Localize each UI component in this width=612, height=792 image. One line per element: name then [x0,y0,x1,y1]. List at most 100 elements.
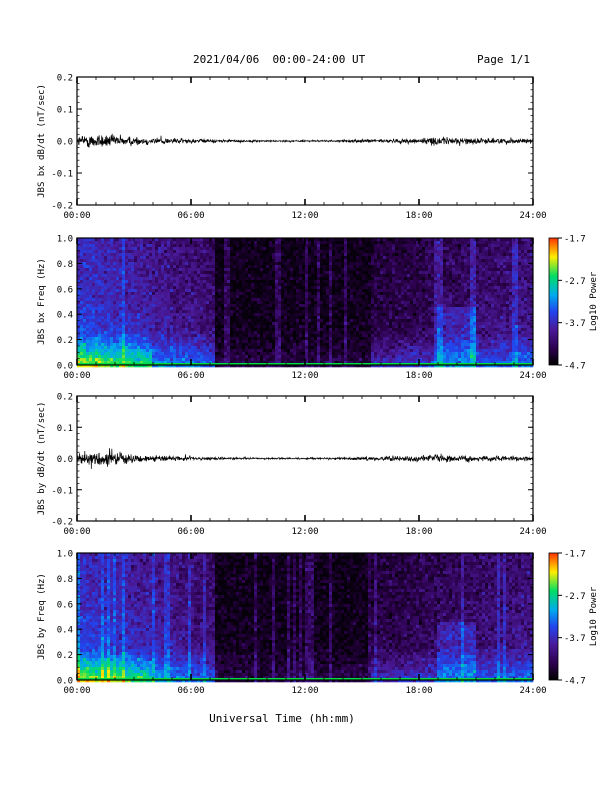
spectrogram-cell [257,262,261,266]
spectrogram-cell [164,316,168,320]
spectrogram-cell [398,277,402,281]
spectrogram-cell [239,343,243,347]
spectrogram-cell [185,325,189,329]
spectrogram-cell [200,364,204,368]
spectrogram-cell [323,241,327,245]
spectrogram-cell [308,295,312,299]
spectrogram-cell [299,364,303,368]
spectrogram-cell [101,322,105,326]
spectrogram-cell [278,283,282,287]
spectrogram-cell [275,283,279,287]
spectrogram-cell [173,316,177,320]
spectrogram-cell [263,292,267,296]
spectrogram-cell [398,286,402,290]
spectrogram-cell [137,322,141,326]
spectrogram-cell [143,289,147,293]
spectrogram-cell [329,319,333,323]
spectrogram-cell [401,310,405,314]
spectrogram-cell [371,295,375,299]
spectrogram-cell [350,301,354,305]
spectrogram-cell [410,283,414,287]
spectrogram-cell [389,283,393,287]
spectrogram-cell [155,310,159,314]
spectrogram-cell [278,337,282,341]
spectrogram-cell [296,277,300,281]
spectrogram-cell [383,355,387,359]
spectrogram-cell [113,241,117,245]
spectrogram-cell [185,292,189,296]
spectrogram-cell [329,283,333,287]
spectrogram-cell [218,244,222,248]
spectrogram-cell [170,271,174,275]
spectrogram-cell [203,238,207,242]
spectrogram-cell [116,310,120,314]
spectrogram-cell [230,256,234,260]
spectrogram-cell [356,343,360,347]
spectrogram-cell [383,307,387,311]
spectrogram-cell [119,271,123,275]
spectrogram-cell [89,271,93,275]
spectrogram-cell [194,295,198,299]
spectrogram-cell [125,259,129,263]
spectrogram-cell [311,346,315,350]
spectrogram-cell [404,304,408,308]
spectrogram-cell [371,274,375,278]
spectrogram-cell [377,358,381,362]
spectrogram-cell [338,244,342,248]
spectrogram-cell [200,265,204,269]
spectrogram-cell [305,268,309,272]
spectrogram-cell [248,280,252,284]
spectrogram-cell [278,346,282,350]
spectrogram-cell [356,280,360,284]
spectrogram-cell [251,310,255,314]
spectrogram-cell [155,259,159,263]
spectrogram-cell [167,361,171,365]
spectrogram-cell [194,274,198,278]
spectrogram-cell [257,319,261,323]
spectrogram-cell [83,313,87,317]
spectrogram-cell [77,295,81,299]
spectrogram-cell [368,316,372,320]
spectrogram-cell [287,319,291,323]
spectrogram-cell [164,304,168,308]
spectrogram-cell [338,322,342,326]
spectrogram-cell [134,307,138,311]
spectrogram-cell [248,277,252,281]
spectrogram-cell [119,346,123,350]
spectrogram-cell [239,247,243,251]
spectrogram-cell [260,244,264,248]
spectrogram-cell [215,325,219,329]
spectrogram-cell [188,256,192,260]
spectrogram-cell [326,343,330,347]
spectrogram-cell [401,349,405,353]
spectrogram-cell [272,286,276,290]
spectrogram-cell [275,331,279,335]
spectrogram-cell [296,307,300,311]
spectrogram-cell [203,268,207,272]
spectrogram-cell [287,256,291,260]
spectrogram-cell [299,343,303,347]
spectrogram-cell [257,274,261,278]
spectrogram-cell [257,343,261,347]
spectrogram-cell [266,268,270,272]
spectrogram-cell [296,355,300,359]
spectrogram-cell [335,355,339,359]
spectrogram-cell [197,271,201,275]
spectrogram-cell [89,250,93,254]
spectrogram-cell [251,271,255,275]
spectrogram-cell [176,349,180,353]
spectrogram-cell [215,277,219,281]
spectrogram-cell [95,265,99,269]
spectrogram-cell [284,349,288,353]
spectrogram-cell [119,361,123,365]
spectrogram-cell [104,361,108,365]
spectrogram-cell [128,238,132,242]
spectrogram-cell [257,265,261,269]
spectrogram-cell [104,355,108,359]
spectrogram-cell [350,316,354,320]
spectrogram-cell [251,256,255,260]
spectrogram-cell [197,316,201,320]
spectrogram-cell [299,310,303,314]
spectrogram-cell [125,319,129,323]
spectrogram-cell [392,361,396,365]
